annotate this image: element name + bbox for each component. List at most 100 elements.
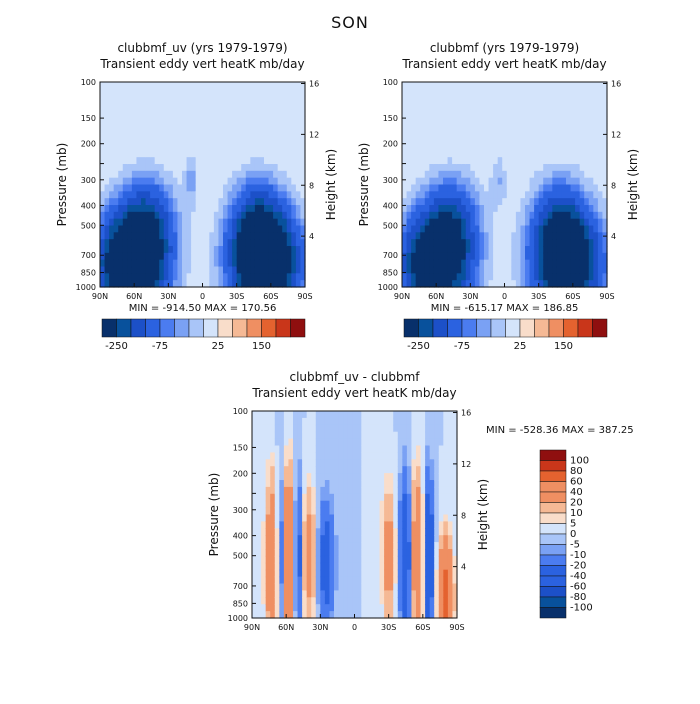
heatmap-cell [388, 549, 394, 557]
heatmap-cell [538, 170, 544, 179]
heatmap-cell [300, 177, 306, 186]
heatmap-cell [295, 232, 302, 240]
heatmap-cell [534, 205, 540, 213]
heatmap-cell [256, 562, 262, 571]
heatmap-cell [302, 493, 308, 502]
heatmap-cell [320, 528, 326, 536]
heatmap-cell [452, 424, 458, 433]
heatmap-cell [104, 109, 110, 117]
heatmap-cell [538, 232, 544, 240]
heatmap-cell [274, 521, 280, 529]
heatmap-cell [529, 88, 535, 97]
heatmap-cell [259, 280, 265, 288]
heatmap-cell [282, 177, 288, 186]
heatmap-cell [122, 102, 128, 110]
heatmap-cell [493, 136, 499, 145]
heatmap-cell [388, 604, 394, 612]
heatmap-cell [452, 205, 458, 213]
heatmap-cell [584, 150, 590, 158]
heatmap-cell [534, 123, 540, 131]
heatmap-cell [277, 211, 283, 220]
heatmap-cell [223, 136, 229, 145]
heatmap-cell [268, 198, 274, 206]
heatmap-cell [397, 438, 403, 447]
heatmap-cell [361, 521, 367, 529]
colorbar-swatch [539, 512, 567, 524]
heatmap-cell [159, 273, 165, 281]
heatmap-cell [200, 123, 206, 131]
heatmap-cell [465, 102, 471, 110]
heatmap-cell [438, 555, 444, 564]
heatmap-cell [406, 129, 412, 138]
heatmap-cell [283, 486, 290, 495]
heatmap-cell [411, 611, 417, 619]
heatmap-cell [593, 184, 599, 192]
heatmap-cell [356, 480, 362, 488]
heatmap-cell [127, 102, 133, 110]
heatmap-cell [274, 473, 280, 481]
heatmap-cell [588, 184, 594, 192]
heatmap-cell [264, 225, 270, 233]
heatmap-cell [497, 88, 503, 97]
heatmap-cell [270, 459, 276, 467]
heatmap-cell [113, 211, 119, 220]
heatmap-cell [286, 246, 292, 254]
heatmap-cell [109, 225, 115, 233]
heatmap-cell [232, 102, 238, 110]
heatmap-cell [543, 218, 549, 227]
y-right-tick-label: 12 [611, 130, 621, 139]
heatmap-cell [159, 157, 165, 165]
heatmap-cell [109, 136, 115, 145]
heatmap-cell [200, 273, 206, 281]
heatmap-cell [186, 170, 192, 179]
heatmap-cell [502, 225, 508, 233]
heatmap-cell [264, 239, 270, 247]
heatmap-cell [566, 205, 572, 213]
heatmap-cell [288, 583, 294, 591]
heatmap-cell [347, 493, 353, 502]
heatmap-cell [434, 486, 440, 495]
heatmap-cell [329, 424, 335, 433]
heatmap-cell [104, 246, 110, 254]
heatmap-cell [411, 493, 417, 502]
heatmap-cell [268, 129, 274, 138]
heatmap-cell [338, 576, 344, 585]
heatmap-cell [547, 184, 553, 192]
heatmap-cell [245, 252, 251, 261]
heatmap-cell [352, 473, 358, 481]
heatmap-cell [265, 562, 271, 571]
heatmap-cell [370, 445, 376, 453]
heatmap-cell [150, 116, 156, 124]
heatmap-cell [182, 95, 188, 104]
heatmap-cell [352, 500, 358, 509]
heatmap-cell [420, 177, 426, 186]
heatmap-cell [534, 225, 540, 233]
heatmap-cell [415, 198, 421, 206]
heatmap-cell [438, 438, 444, 447]
y-tick-label: 300 [81, 176, 96, 185]
heatmap-cell [588, 252, 594, 261]
heatmap-cell [306, 424, 312, 433]
heatmap-cell [254, 123, 261, 131]
heatmap-cell [268, 170, 274, 179]
colorbar-swatch [232, 318, 248, 338]
heatmap-cell [402, 82, 408, 90]
heatmap-cell [236, 266, 242, 274]
heatmap-cell [356, 521, 362, 529]
heatmap-cell [593, 123, 599, 131]
heatmap-cell [213, 239, 220, 247]
heatmap-cell [420, 542, 426, 550]
heatmap-cell [447, 273, 453, 281]
heatmap-cell [397, 562, 403, 571]
heatmap-cell [347, 507, 353, 516]
heatmap-cell [264, 102, 270, 110]
heatmap-cell [547, 252, 553, 261]
heatmap-cell [502, 150, 508, 158]
heatmap-cell [497, 143, 503, 151]
heatmap-cell [520, 218, 526, 227]
heatmap-cell [461, 280, 467, 288]
heatmap-cell [286, 143, 292, 151]
colorbar-label: 25 [514, 341, 527, 352]
heatmap-cell [118, 232, 124, 240]
heatmap-cell [338, 500, 344, 509]
